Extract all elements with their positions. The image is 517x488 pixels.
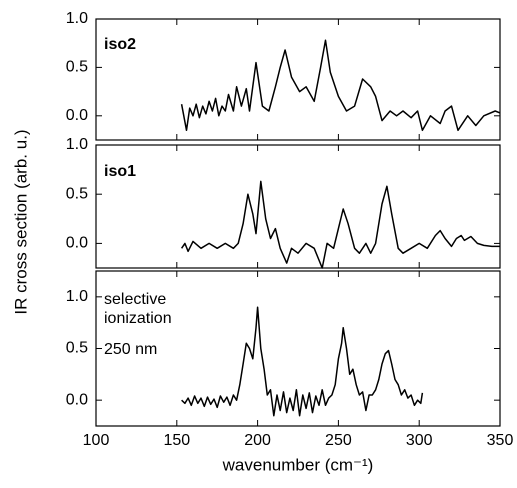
x-tick-label: 200 [244, 432, 271, 449]
y-tick-label: 0.0 [66, 391, 88, 408]
spectrum-line [180, 39, 501, 132]
y-tick-label: 1.0 [66, 136, 88, 153]
x-axis-title: wavenumber (cm⁻¹) [222, 455, 374, 474]
y-tick-label: 1.0 [66, 10, 88, 27]
plot-frame [95, 144, 501, 269]
x-tick-label: 100 [83, 432, 110, 449]
y-tick-label: 1.0 [66, 288, 88, 305]
x-tick-label: 300 [406, 432, 433, 449]
x-tick-label: 250 [325, 432, 352, 449]
panel-label: selective [104, 291, 166, 308]
panel-label: iso2 [104, 36, 136, 53]
y-tick-label: 0.0 [66, 235, 88, 252]
x-tick-label: 350 [487, 432, 514, 449]
panel-label: iso1 [104, 163, 136, 180]
y-tick-label: 0.5 [66, 59, 88, 76]
panel-label: ionization [104, 310, 172, 327]
spectrum-line [181, 306, 424, 417]
y-axis-title: IR cross section (arb. u.) [11, 129, 30, 314]
y-tick-label: 0.5 [66, 185, 88, 202]
y-tick-label: 0.0 [66, 107, 88, 124]
spectrum-line [180, 180, 500, 269]
x-tick-label: 150 [163, 432, 190, 449]
y-tick-label: 0.5 [66, 340, 88, 357]
panel-label: 250 nm [104, 341, 157, 358]
plot-frame [95, 18, 501, 141]
